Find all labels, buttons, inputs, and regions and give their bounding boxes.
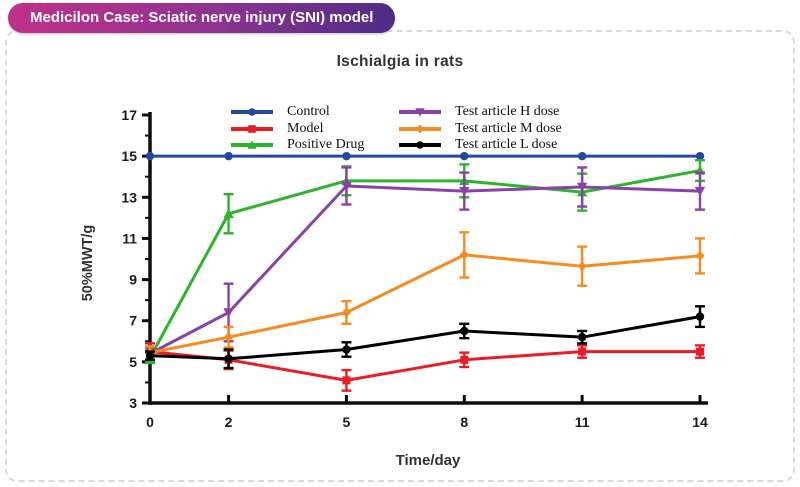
y-tick-label: 11	[122, 230, 137, 246]
legend-marker-icon	[231, 124, 273, 133]
legend-marker-icon	[399, 108, 441, 117]
dashed-border-frame	[5, 30, 795, 482]
marker-square	[696, 347, 704, 356]
marker-square	[342, 376, 351, 385]
legend-item-test-article-h-dose: Test article H dose	[398, 104, 562, 121]
marker-circle	[460, 326, 469, 336]
x-tick-label: 2	[225, 414, 233, 430]
marker-triangle-up	[223, 208, 234, 218]
x-tick-label: 14	[692, 414, 708, 430]
marker-diamond	[223, 332, 234, 343]
legend-item-positive-drug: Positive Drug	[230, 137, 364, 154]
marker-triangle-down	[694, 186, 706, 197]
legend-marker-icon	[231, 140, 273, 150]
marker-diamond	[577, 261, 587, 272]
y-tick-label: 5	[129, 354, 137, 370]
y-tick-label: 15	[121, 148, 137, 164]
legend-label: Model	[287, 120, 324, 136]
marker-diamond	[695, 250, 705, 261]
legend-label: Test article H dose	[455, 104, 560, 120]
legend-label: Test article L dose	[455, 137, 558, 153]
legend-label: Positive Drug	[287, 137, 365, 153]
y-tick-label: 13	[121, 189, 137, 205]
marker-circle	[224, 151, 233, 161]
marker-circle	[695, 312, 705, 321]
series-line-5	[148, 315, 702, 361]
marker-circle	[342, 345, 351, 354]
y-tick-label: 17	[121, 107, 137, 123]
legend-label: Test article M dose	[455, 120, 562, 136]
marker-circle	[577, 332, 587, 342]
x-tick-label: 8	[460, 414, 468, 430]
case-header-badge: Medicilon Case: Sciatic nerve injury (SN…	[8, 3, 396, 33]
y-tick-label: 3	[129, 395, 137, 411]
marker-square	[578, 347, 587, 356]
legend-item-control: Control	[230, 104, 364, 121]
legend-column-left: Control Model Positive Drug	[230, 104, 364, 154]
marker-circle	[460, 151, 469, 161]
x-tick-label: 5	[343, 414, 351, 430]
marker-triangle-down	[341, 181, 352, 191]
series-line-3	[148, 184, 702, 356]
y-tick-label: 7	[129, 313, 137, 329]
legend-item-test-article-m-dose: Test article M dose	[398, 121, 562, 138]
legend-column-right: Test article H dose Test article M dose Te…	[398, 104, 562, 154]
marker-square	[460, 355, 469, 364]
legend-item-test-article-l-dose: Test article L dose	[398, 137, 562, 154]
marker-circle	[695, 151, 705, 161]
marker-circle	[577, 151, 587, 161]
y-tick-label: 9	[129, 272, 137, 288]
x-axis-label: Time/day	[395, 452, 461, 469]
x-tick-label: 11	[575, 414, 590, 430]
marker-circle	[342, 151, 351, 161]
legend-marker-icon	[231, 108, 273, 117]
marker-triangle-down	[459, 186, 470, 197]
marker-triangle-down	[223, 308, 234, 318]
marker-diamond	[459, 249, 469, 260]
marker-triangle-down	[576, 182, 588, 192]
legend-label: Control	[287, 104, 330, 120]
legend-marker-icon	[399, 141, 441, 150]
marker-circle	[145, 351, 155, 360]
x-tick-label: 0	[146, 414, 154, 430]
marker-diamond	[341, 307, 352, 318]
marker-circle	[224, 354, 233, 363]
chart-title: Ischialgia in rats	[336, 53, 464, 70]
marker-circle	[145, 151, 155, 161]
legend-item-model: Model	[230, 121, 364, 138]
series-line-4	[148, 253, 702, 355]
legend-marker-icon	[399, 124, 441, 134]
